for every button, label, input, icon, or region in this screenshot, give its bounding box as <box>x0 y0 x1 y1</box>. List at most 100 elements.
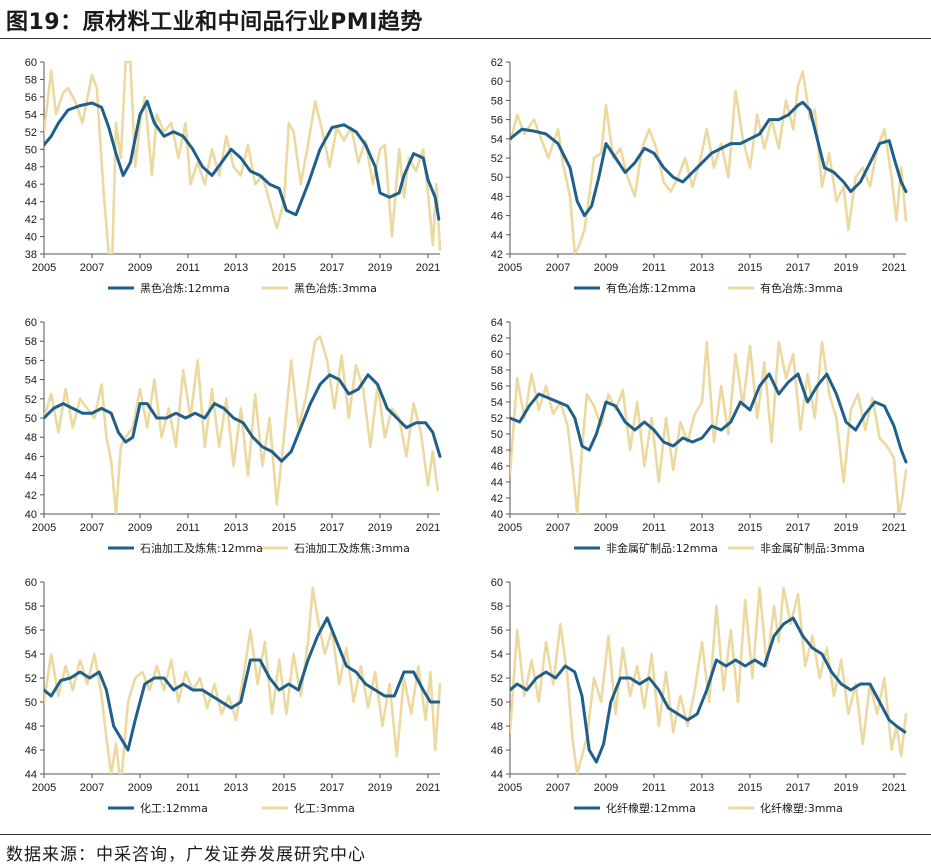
series-line-12mma <box>510 100 908 218</box>
y-tick-label: 52 <box>491 153 503 165</box>
chart-chemicals: 44 46 48 50 52 54 56 58 60 2005 2007 2009 2011 2013 20… <box>25 577 442 815</box>
y-tick-label: 60 <box>25 57 37 69</box>
chart-petroleum-coking: 40 42 44 46 48 50 52 54 56 58 60 2005 2007 2009 2011 20… <box>25 317 442 555</box>
x-tick-label: 2019 <box>834 522 858 534</box>
x-tick-label: 2005 <box>498 522 522 534</box>
x-tick-label: 2017 <box>786 522 810 534</box>
x-tick-label: 2021 <box>882 782 906 794</box>
x-tick-label: 2015 <box>272 522 296 534</box>
chart-panel-chemical-fiber-rubber-plastics: 44 46 48 50 52 54 56 58 60 2005 2007 2009 2011 2013 20… <box>466 568 931 830</box>
x-tick-label: 2009 <box>128 782 152 794</box>
y-tick-label: 52 <box>25 127 37 139</box>
x-tick-label: 2011 <box>642 522 666 534</box>
series-line-12mma <box>510 616 907 764</box>
title-divider <box>0 38 931 39</box>
series-line-12mma <box>44 373 442 463</box>
y-tick-label: 54 <box>491 134 503 146</box>
y-tick-label: 50 <box>25 144 37 156</box>
y-tick-label: 46 <box>491 211 503 223</box>
legend-label: 有色冶炼:12mma <box>606 281 696 295</box>
x-tick-label: 2015 <box>738 262 762 274</box>
y-tick-label: 56 <box>25 625 37 637</box>
legend-label: 石油加工及炼焦:12mma <box>140 541 263 555</box>
y-tick-label: 50 <box>491 172 503 184</box>
y-tick-label: 48 <box>491 721 503 733</box>
chart-nonferrous-smelting: 42 44 46 48 50 52 54 56 58 60 62 2005 2007 2009 2011 20… <box>491 57 908 295</box>
x-tick-label: 2013 <box>224 782 248 794</box>
y-tick-label: 42 <box>491 493 503 505</box>
y-tick-label: 48 <box>491 191 503 203</box>
x-tick-label: 2019 <box>834 262 858 274</box>
series-line-12mma <box>510 372 908 464</box>
y-tick-label: 54 <box>25 109 37 121</box>
y-tick-label: 48 <box>25 721 37 733</box>
y-tick-label: 62 <box>491 57 503 69</box>
y-tick-label: 44 <box>491 477 503 489</box>
series-line-3mma <box>510 340 908 514</box>
y-tick-label: 56 <box>491 115 503 127</box>
series-line-3mma <box>510 586 908 774</box>
legend-label: 黑色冶炼:12mma <box>140 281 230 295</box>
y-tick-label: 38 <box>25 249 37 261</box>
y-tick-label: 64 <box>491 317 503 329</box>
y-tick-label: 58 <box>25 74 37 86</box>
y-tick-label: 56 <box>25 355 37 367</box>
chart-chemical-fiber-rubber-plastics: 44 46 48 50 52 54 56 58 60 2005 2007 2009 2011 2013 20… <box>491 577 908 815</box>
y-tick-label: 62 <box>491 333 503 345</box>
chart-panel-ferrous-smelting: 38 40 42 44 46 48 50 52 54 56 58 60 2005 2007 2009 2011… <box>0 48 465 308</box>
y-tick-label: 58 <box>491 601 503 613</box>
x-tick-label: 2009 <box>128 262 152 274</box>
y-tick-label: 46 <box>25 451 37 463</box>
x-tick-label: 2005 <box>32 522 56 534</box>
x-tick-label: 2019 <box>834 782 858 794</box>
y-tick-label: 46 <box>491 745 503 757</box>
series-line-3mma <box>510 70 908 254</box>
x-tick-label: 2017 <box>320 522 344 534</box>
x-tick-label: 2009 <box>594 262 618 274</box>
y-tick-label: 48 <box>25 162 37 174</box>
legend-label: 有色冶炼:3mma <box>760 281 843 295</box>
y-tick-label: 46 <box>491 461 503 473</box>
y-tick-label: 48 <box>491 445 503 457</box>
y-tick-label: 52 <box>25 673 37 685</box>
chart-panel-nonmetallic-minerals: 40 42 44 46 48 50 52 54 56 58 60 62 64 2005 2007 2009 20… <box>466 308 931 568</box>
y-tick-label: 56 <box>491 381 503 393</box>
legend-label: 化纤橡塑:12mma <box>606 801 696 815</box>
x-tick-label: 2007 <box>80 782 104 794</box>
y-tick-label: 58 <box>25 336 37 348</box>
legend-label: 非金属矿制品:3mma <box>760 541 865 555</box>
x-tick-label: 2015 <box>272 782 296 794</box>
x-tick-label: 2005 <box>498 262 522 274</box>
legend-label: 化工:12mma <box>140 801 208 815</box>
y-tick-label: 42 <box>25 490 37 502</box>
x-tick-label: 2021 <box>416 782 440 794</box>
y-tick-label: 42 <box>25 214 37 226</box>
x-tick-label: 2013 <box>690 522 714 534</box>
x-tick-label: 2009 <box>128 522 152 534</box>
x-tick-label: 2017 <box>320 782 344 794</box>
y-tick-label: 48 <box>25 432 37 444</box>
series-line-3mma <box>44 586 442 774</box>
y-tick-label: 44 <box>491 769 503 781</box>
y-tick-label: 46 <box>25 179 37 191</box>
x-tick-label: 2007 <box>546 522 570 534</box>
x-tick-label: 2009 <box>594 522 618 534</box>
source-divider <box>0 834 931 835</box>
x-tick-label: 2015 <box>738 782 762 794</box>
legend-label: 化工:3mma <box>294 801 355 815</box>
x-tick-label: 2015 <box>738 522 762 534</box>
x-tick-label: 2007 <box>546 782 570 794</box>
y-tick-label: 60 <box>491 349 503 361</box>
x-tick-label: 2017 <box>786 782 810 794</box>
x-tick-label: 2013 <box>224 262 248 274</box>
x-tick-label: 2021 <box>416 522 440 534</box>
x-tick-label: 2011 <box>176 522 200 534</box>
y-tick-label: 42 <box>491 249 503 261</box>
legend-label: 石油加工及炼焦:3mma <box>294 541 410 555</box>
y-tick-label: 52 <box>491 673 503 685</box>
y-tick-label: 60 <box>25 317 37 329</box>
chart-ferrous-smelting: 38 40 42 44 46 48 50 52 54 56 58 60 2005 2007 2009 2011… <box>25 57 442 295</box>
y-tick-label: 58 <box>491 95 503 107</box>
chart-panel-nonferrous-smelting: 42 44 46 48 50 52 54 56 58 60 62 2005 2007 2009 2011 20… <box>466 48 931 308</box>
x-tick-label: 2019 <box>368 522 392 534</box>
